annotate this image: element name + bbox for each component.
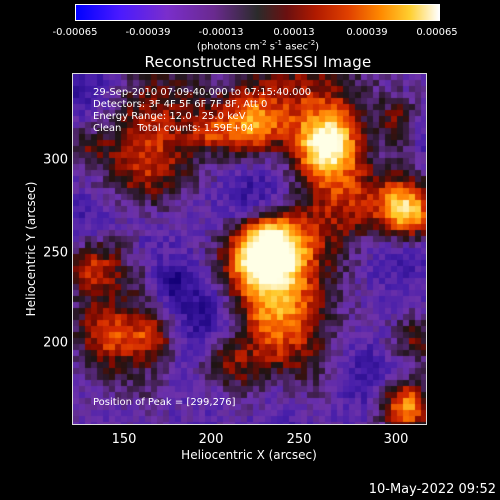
x-tick-label: 200	[198, 432, 224, 447]
heatmap-image	[73, 74, 426, 424]
colorbar-units: (photons cm-2 s-1 asec-2)	[196, 39, 320, 53]
y-tick-label: 250	[43, 245, 68, 261]
timestamp: 10-May-2022 09:52	[368, 482, 496, 497]
colorbar-tick: 0.00013	[273, 27, 315, 38]
detectors-text: Detectors: 3F 4F 5F 6F 7F 8F, Att 0	[93, 99, 268, 110]
y-tick-label: 200	[43, 335, 68, 351]
colorbar-tick: 0.00039	[346, 27, 388, 38]
x-tick-label: 300	[383, 432, 409, 447]
colorbar-tick: -0.00039	[125, 27, 171, 38]
image-plot	[72, 73, 427, 425]
algorithm-counts-text: Clean Total counts: 1.59E+04	[93, 123, 254, 134]
x-axis-label: Heliocentric X (arcsec)	[181, 448, 317, 462]
x-tick-label: 150	[111, 432, 137, 447]
colorbar-tick: -0.00013	[198, 27, 244, 38]
peak-position-text: Position of Peak = [299,276]	[93, 397, 236, 408]
y-tick-label: 300	[43, 152, 68, 168]
y-axis-label: Heliocentric Y (arcsec)	[24, 181, 38, 317]
x-tick-label: 250	[286, 432, 312, 447]
time-range-text: 29-Sep-2010 07:09:40.000 to 07:15:40.000	[93, 87, 312, 98]
plot-title: Reconstructed RHESSI Image	[144, 53, 372, 71]
colorbar-tick: 0.00065	[416, 27, 458, 38]
colorbar	[75, 4, 440, 21]
colorbar-tick: -0.00065	[52, 27, 98, 38]
energy-range-text: Energy Range: 12.0 - 25.0 keV	[93, 111, 246, 122]
